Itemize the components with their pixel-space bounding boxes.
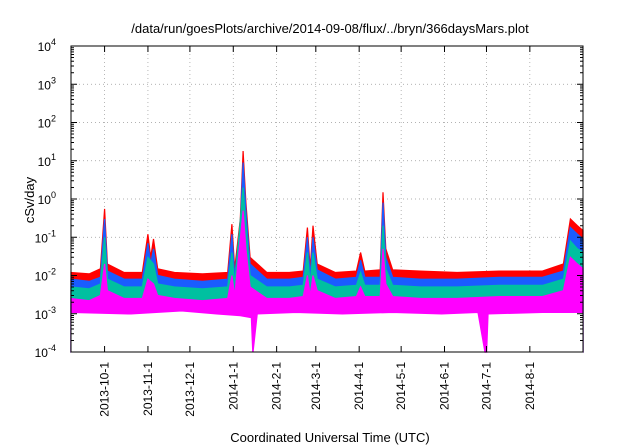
y-tick-label: 104 [38,37,56,54]
y-tick-label: 10-3 [35,305,56,322]
x-tick-label: 2014-5-1 [394,362,408,410]
chart-title: /data/run/goesPlots/archive/2014-09-08/f… [131,21,529,36]
x-tick-label: 2014-3-1 [309,362,323,410]
y-axis-label: cSv/day [22,176,37,223]
y-tick-label: 10-4 [35,343,56,360]
series-floor-mask [71,310,583,353]
series-layer [70,150,584,353]
series-floor-line [70,309,583,353]
x-tick-label: 2014-7-1 [479,362,493,410]
y-tick-label: 100 [38,190,56,207]
y-tick-label: 103 [38,75,56,92]
x-tick-label: 2013-11-1 [141,362,155,416]
grid-lines [71,46,583,352]
x-axis: 2013-10-1 2013-11-1 2013-12-1 2014-1-1 2014-… [98,46,537,417]
x-tick-label: 2014-4-1 [352,362,366,410]
y-tick-label: 10-1 [35,228,56,245]
x-tick-label: 2014-2-1 [270,362,284,410]
x-tick-label: 2013-10-1 [98,362,112,417]
y-tick-label: 102 [38,114,56,131]
x-axis-label: Coordinated Universal Time (UTC) [230,430,429,445]
x-tick-label: 2014-8-1 [523,362,537,410]
y-tick-label: 101 [38,152,56,169]
x-tick-label: 2014-6-1 [438,362,452,410]
x-tick-label: 2013-12-1 [183,362,197,417]
y-tick-label: 10-2 [35,267,56,284]
x-tick-label: 2014-1-1 [226,362,240,410]
